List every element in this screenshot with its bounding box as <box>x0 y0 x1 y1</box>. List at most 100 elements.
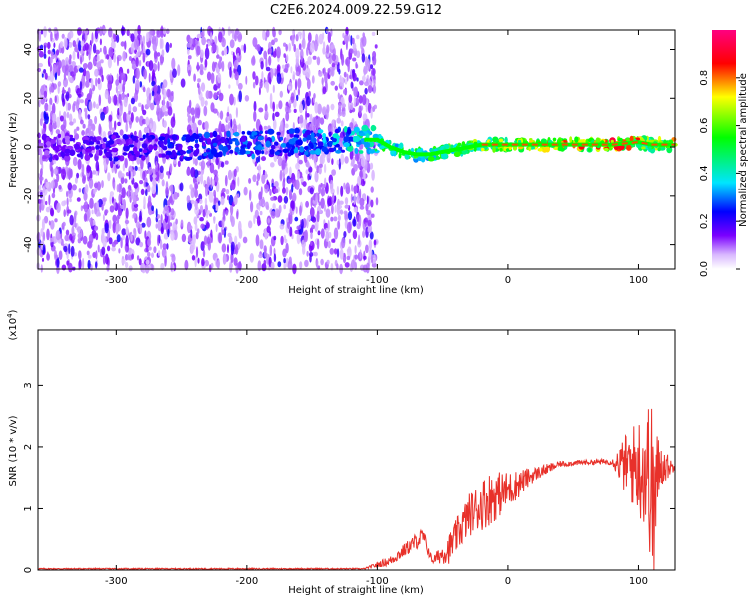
noise-blob <box>346 73 349 82</box>
noise-blob <box>359 188 362 199</box>
trace-blob <box>334 128 340 134</box>
noise-blob <box>87 61 93 70</box>
noise-blob <box>285 154 288 159</box>
noise-blob <box>266 81 270 93</box>
noise-blob <box>101 246 106 256</box>
noise-blob <box>270 68 273 81</box>
noise-blob <box>327 31 331 43</box>
noise-blob <box>142 44 146 53</box>
noise-blob <box>266 179 269 186</box>
noise-blob <box>349 48 354 54</box>
noise-blob <box>135 79 140 91</box>
noise-blob <box>300 55 303 63</box>
noise-blob <box>86 164 91 174</box>
trace-blob <box>181 136 186 142</box>
noise-blob <box>124 253 129 261</box>
noise-blob <box>124 40 127 50</box>
noise-blob <box>214 35 218 45</box>
noise-blob <box>99 26 103 37</box>
noise-blob <box>101 180 104 189</box>
noise-blob <box>217 200 221 206</box>
noise-blob <box>130 233 133 242</box>
trace-blob <box>60 150 64 157</box>
spectrogram-x-ticks: -300 -200 -100 0 100 <box>105 30 648 286</box>
noise-blob <box>361 35 367 47</box>
noise-blob <box>230 118 233 128</box>
noise-blob <box>350 81 354 89</box>
noise-blob <box>263 259 267 266</box>
noise-blob <box>155 161 158 169</box>
noise-blob <box>295 71 300 76</box>
noise-blob <box>302 244 306 255</box>
x-tick-label: -300 <box>105 576 128 587</box>
trace-blob <box>105 151 110 157</box>
trace-blob <box>317 129 324 134</box>
noise-blob <box>370 107 373 119</box>
noise-blob <box>88 49 91 61</box>
noise-blob <box>234 71 239 81</box>
noise-blob <box>336 185 340 196</box>
noise-blob <box>289 189 292 201</box>
noise-blob <box>160 214 163 224</box>
chart-title: C2E6.2024.009.22.59.G12 <box>270 3 442 18</box>
noise-blob <box>344 34 349 44</box>
noise-blob <box>54 218 58 223</box>
noise-blob <box>138 258 142 266</box>
trace-blob <box>229 149 234 154</box>
noise-blob <box>118 193 122 204</box>
noise-blob <box>346 255 351 261</box>
noise-blob <box>85 70 91 82</box>
noise-blob <box>108 27 113 38</box>
noise-blob <box>218 112 221 118</box>
noise-blob <box>307 56 312 65</box>
noise-blob <box>97 244 100 253</box>
noise-blob <box>102 235 107 248</box>
noise-blob <box>66 111 70 119</box>
noise-blob <box>187 112 190 118</box>
noise-blob <box>73 65 77 77</box>
noise-blob <box>45 181 50 189</box>
noise-blob <box>110 159 114 169</box>
noise-blob <box>311 216 317 223</box>
noise-blob <box>235 107 238 118</box>
noise-blob <box>58 59 62 70</box>
noise-blob <box>146 170 149 174</box>
noise-blob <box>78 188 82 193</box>
noise-blob <box>191 115 195 124</box>
noise-blob <box>94 115 98 125</box>
noise-blob <box>274 111 280 118</box>
noise-blob <box>163 111 169 117</box>
noise-blob <box>78 40 82 52</box>
noise-blob <box>211 179 215 187</box>
noise-blob <box>260 186 263 196</box>
noise-blob <box>290 200 295 210</box>
noise-blob <box>210 102 215 113</box>
noise-blob <box>143 181 146 188</box>
noise-blob <box>291 183 294 193</box>
trace-blob <box>186 134 191 138</box>
snr-panel: -300 -200 -100 0 100 0 1 2 3 Height of straight… <box>6 309 676 596</box>
noise-blob <box>184 259 189 271</box>
noise-blob <box>316 238 320 250</box>
noise-blob <box>331 204 334 215</box>
noise-blob <box>339 75 343 87</box>
noise-blob <box>206 176 211 188</box>
noise-blob <box>148 166 153 176</box>
trace-blob <box>171 134 178 141</box>
noise-blob <box>265 201 269 210</box>
noise-blob <box>355 61 358 69</box>
noise-blob <box>258 253 263 259</box>
noise-blob <box>215 202 219 212</box>
noise-blob <box>359 249 362 259</box>
noise-blob <box>337 220 341 230</box>
noise-blob <box>235 28 239 35</box>
noise-blob <box>249 189 252 201</box>
noise-blob <box>67 182 73 191</box>
noise-blob <box>79 99 84 104</box>
noise-blob <box>186 48 190 55</box>
trace-blob <box>160 142 164 149</box>
noise-blob <box>49 56 53 64</box>
noise-blob <box>186 195 191 203</box>
trace-blob <box>316 132 320 137</box>
noise-blob <box>133 206 138 212</box>
